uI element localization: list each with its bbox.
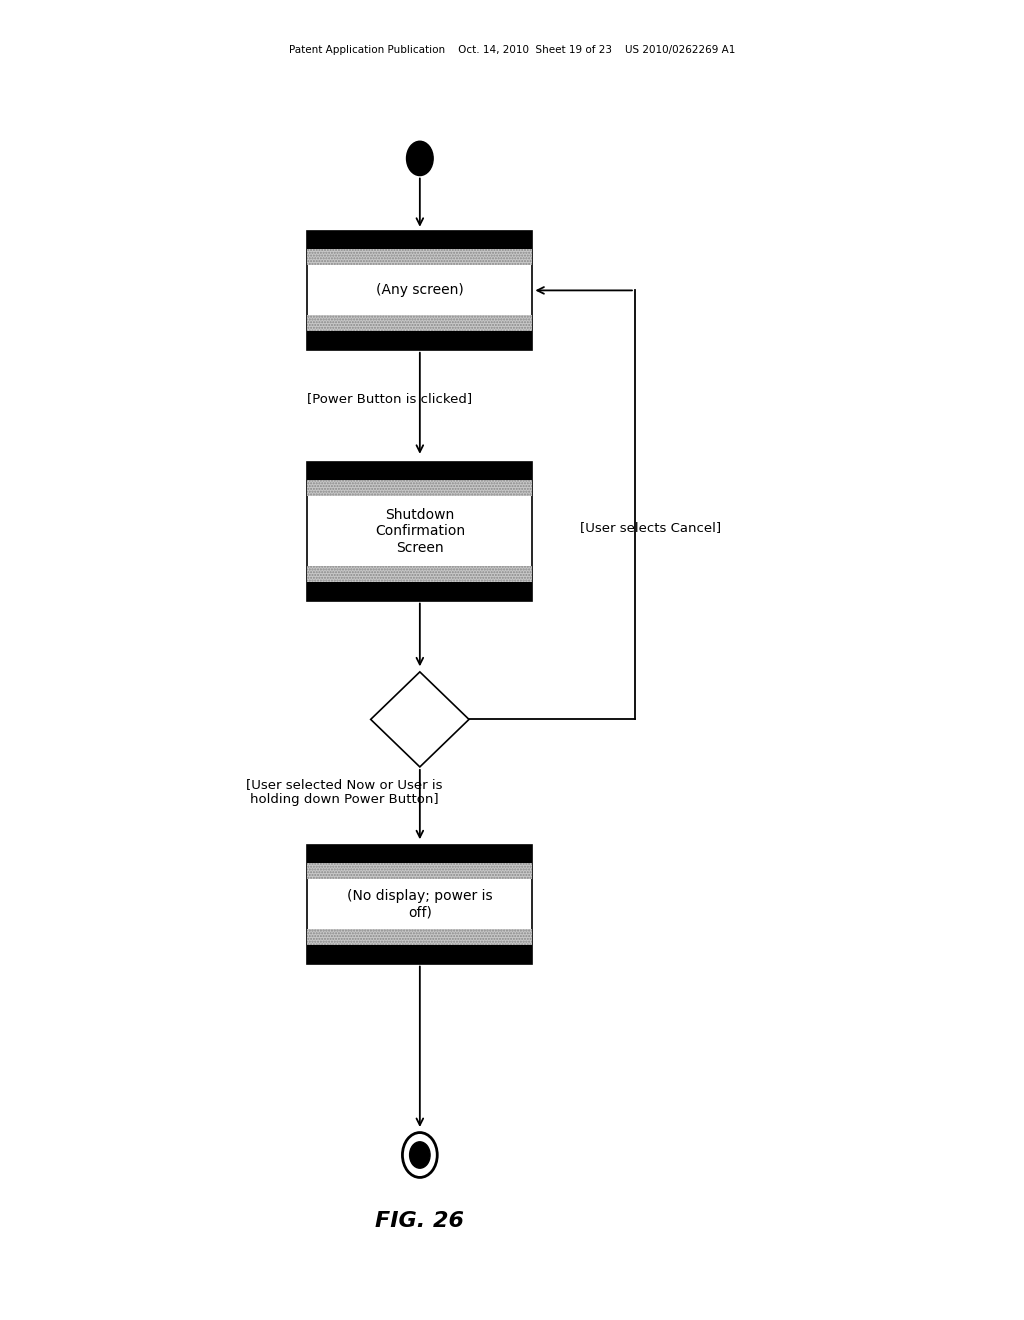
Bar: [307, 929, 532, 945]
Bar: [307, 480, 532, 496]
Bar: [307, 315, 532, 331]
Text: Patent Application Publication    Oct. 14, 2010  Sheet 19 of 23    US 2010/02622: Patent Application Publication Oct. 14, …: [289, 45, 735, 55]
Text: [Power Button is clicked]: [Power Button is clicked]: [307, 392, 472, 405]
Text: (No display; power is
off): (No display; power is off): [347, 890, 493, 919]
Bar: [307, 845, 532, 964]
Bar: [307, 249, 532, 265]
Bar: [307, 231, 532, 350]
Polygon shape: [371, 672, 469, 767]
Bar: [307, 945, 532, 964]
Text: [User selects Cancel]: [User selects Cancel]: [580, 521, 721, 535]
Text: [User selected Now or User is
holding down Power Button]: [User selected Now or User is holding do…: [246, 777, 442, 807]
Bar: [307, 566, 532, 582]
Bar: [307, 582, 532, 601]
Text: Shutdown
Confirmation
Screen: Shutdown Confirmation Screen: [375, 508, 465, 554]
Bar: [307, 863, 532, 879]
Bar: [307, 462, 532, 601]
Bar: [307, 845, 532, 863]
Circle shape: [410, 1142, 430, 1168]
Bar: [307, 231, 532, 249]
Text: (Any screen): (Any screen): [376, 284, 464, 297]
Bar: [307, 462, 532, 480]
Bar: [307, 331, 532, 350]
Text: FIG. 26: FIG. 26: [376, 1210, 464, 1232]
Circle shape: [407, 141, 433, 176]
